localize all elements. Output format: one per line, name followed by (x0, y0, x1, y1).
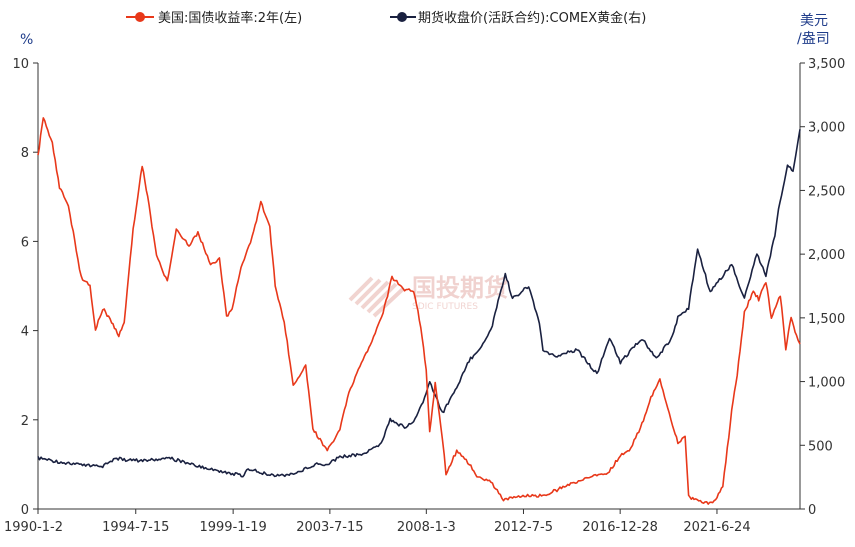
series-line-gold (37, 129, 801, 478)
legend-label-gold: 期货收盘价(活跃合约):COMEX黄金(右) (418, 10, 646, 26)
right-axis-unit-line2: /盎司 (797, 31, 830, 47)
left-axis-tick-label: 8 (21, 146, 29, 161)
x-axis-tick-label: 1994-7-15 (102, 520, 169, 535)
legend-marker-yield (135, 12, 145, 22)
x-axis-tick-label: 1999-1-19 (199, 520, 266, 535)
right-axis-tick-label: 0 (808, 503, 816, 518)
right-axis-tick-label: 1,500 (808, 312, 845, 327)
right-axis-tick-label: 2,000 (808, 248, 845, 263)
watermark: 国投期货 SDIC FUTURES (348, 274, 508, 318)
legend-item-yield: 美国:国债收益率:2年(左) (126, 10, 302, 26)
x-axis-tick-label: 2012-7-5 (494, 520, 553, 535)
left-axis-tick-label: 4 (21, 325, 29, 340)
watermark-logo-icon (348, 276, 406, 318)
legend-item-gold: 期货收盘价(活跃合约):COMEX黄金(右) (390, 10, 646, 26)
right-axis-tick-label: 2,500 (808, 184, 845, 199)
right-axis-tick-label: 500 (808, 439, 833, 454)
right-axis-unit-line1: 美元 (800, 13, 828, 29)
right-axis-ticks: 0 500 1,000 1,500 2,000 2,500 3,000 3,500 (800, 57, 845, 518)
left-axis-unit: % (20, 32, 33, 48)
x-axis-tick-label: 2016-12-28 (582, 520, 658, 535)
x-axis-ticks: 1990-1-2 1994-7-15 1999-1-19 2003-7-15 2008-… (4, 509, 751, 535)
x-axis-tick-label: 1990-1-2 (4, 520, 63, 535)
legend: 美国:国债收益率:2年(左) 期货收盘价(活跃合约):COMEX黄金(右) (126, 10, 646, 26)
right-axis-tick-label: 3,500 (808, 57, 845, 72)
x-axis-tick-label: 2008-1-3 (397, 520, 456, 535)
left-axis-tick-label: 0 (21, 503, 29, 518)
legend-marker-gold (397, 12, 407, 22)
left-axis-tick-label: 10 (12, 57, 29, 72)
legend-label-yield: 美国:国债收益率:2年(左) (158, 10, 302, 26)
right-axis-tick-label: 1,000 (808, 376, 845, 391)
watermark-text: 国投期货 (412, 274, 508, 302)
left-axis-tick-label: 2 (21, 414, 29, 429)
left-axis-ticks: 0 2 4 6 8 10 (12, 57, 38, 518)
x-axis-tick-label: 2003-7-15 (296, 520, 363, 535)
watermark-subtext: SDIC FUTURES (412, 302, 478, 312)
left-axis-tick-label: 6 (21, 235, 29, 250)
x-axis-tick-label: 2021-6-24 (683, 520, 750, 535)
series-line-yield (37, 117, 801, 505)
series-layer (37, 117, 801, 505)
right-axis-tick-label: 3,000 (808, 121, 845, 136)
